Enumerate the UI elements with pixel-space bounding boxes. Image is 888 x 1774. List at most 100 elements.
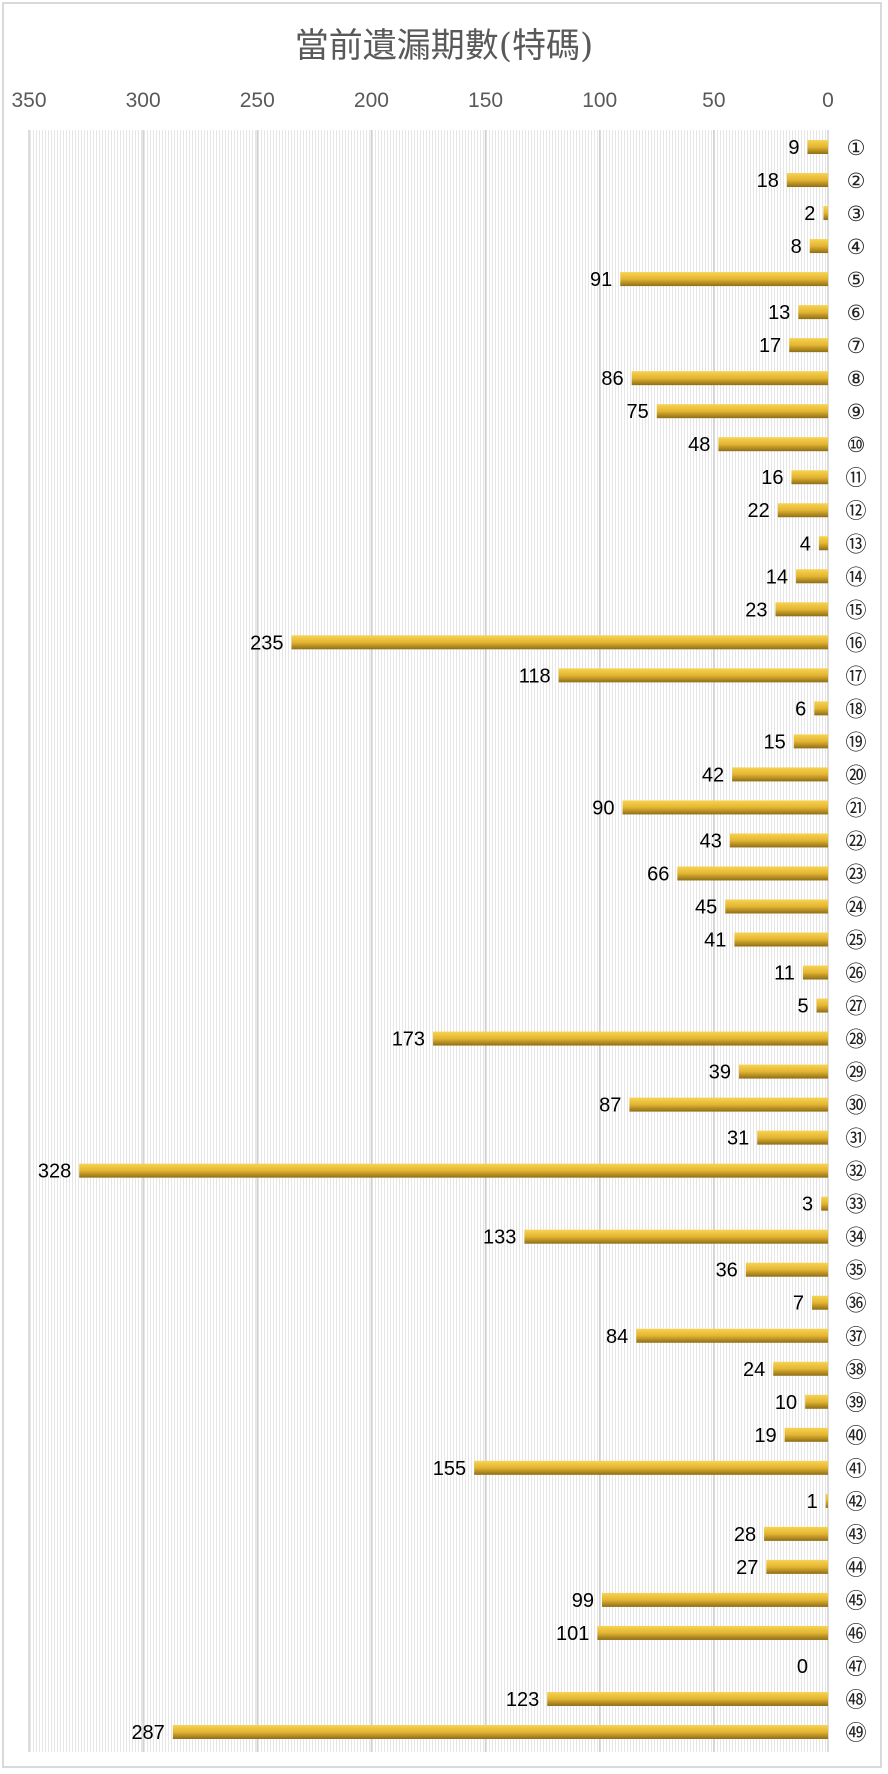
data-label: 66 bbox=[647, 863, 669, 885]
bar bbox=[745, 1262, 828, 1277]
category-label: ⑬ bbox=[846, 532, 867, 556]
bar bbox=[597, 1625, 828, 1640]
category-label: ㉙ bbox=[846, 1061, 867, 1085]
bar bbox=[789, 338, 828, 353]
category-label: ㉑ bbox=[846, 796, 867, 820]
category-label: ㊲ bbox=[846, 1325, 867, 1349]
data-label: 36 bbox=[716, 1260, 738, 1282]
data-label: 13 bbox=[768, 302, 790, 324]
bar bbox=[732, 767, 828, 782]
data-label: 18 bbox=[757, 170, 779, 192]
data-label: 84 bbox=[606, 1326, 628, 1348]
category-label: ⑩ bbox=[847, 433, 866, 457]
x-tick-label: 0 bbox=[822, 89, 834, 112]
x-tick-label: 200 bbox=[354, 89, 389, 112]
category-label: ③ bbox=[847, 202, 866, 226]
data-label: 87 bbox=[599, 1095, 621, 1117]
data-label: 75 bbox=[627, 401, 649, 423]
bar bbox=[656, 404, 828, 419]
bar bbox=[79, 1163, 829, 1178]
bar bbox=[622, 800, 828, 815]
data-label: 48 bbox=[688, 434, 710, 456]
category-label: ⑳ bbox=[846, 763, 867, 787]
data-label: 5 bbox=[797, 996, 808, 1018]
data-label: 17 bbox=[759, 335, 781, 357]
category-label: ㉜ bbox=[846, 1160, 867, 1184]
data-label: 235 bbox=[250, 632, 283, 654]
data-label: 27 bbox=[736, 1557, 758, 1579]
data-label: 4 bbox=[800, 533, 811, 555]
bar bbox=[172, 1725, 828, 1739]
category-label: ⑪ bbox=[846, 466, 867, 490]
category-label: ㉗ bbox=[846, 995, 867, 1019]
bar bbox=[823, 206, 828, 221]
bar bbox=[796, 569, 828, 584]
category-label: ㉞ bbox=[846, 1226, 867, 1250]
category-label: ㊺ bbox=[846, 1589, 867, 1613]
data-label: 31 bbox=[727, 1128, 749, 1150]
category-label: ⑭ bbox=[846, 565, 867, 589]
category-label: ㉖ bbox=[846, 962, 867, 986]
x-tick-label: 300 bbox=[126, 89, 161, 112]
category-label: ② bbox=[847, 169, 866, 193]
category-label: ⑰ bbox=[846, 664, 867, 688]
data-label: 1 bbox=[807, 1491, 818, 1513]
bar bbox=[764, 1526, 828, 1541]
category-label: ㉛ bbox=[846, 1127, 867, 1151]
data-label: 86 bbox=[601, 368, 623, 390]
category-label: ㊳ bbox=[846, 1358, 867, 1382]
category-label: ㊼ bbox=[846, 1655, 867, 1679]
bar bbox=[807, 140, 828, 154]
bar bbox=[791, 470, 828, 485]
data-label: 155 bbox=[433, 1458, 466, 1480]
data-label: 7 bbox=[793, 1293, 804, 1315]
category-label: ㊸ bbox=[846, 1523, 867, 1547]
data-label: 41 bbox=[704, 930, 726, 952]
category-label: ㊴ bbox=[846, 1391, 867, 1415]
x-tick-label: 250 bbox=[240, 89, 275, 112]
data-label: 42 bbox=[702, 764, 724, 786]
category-label: ⑦ bbox=[847, 334, 866, 358]
data-label: 2 bbox=[804, 203, 815, 225]
bar bbox=[620, 272, 828, 287]
data-label: 23 bbox=[745, 599, 767, 621]
category-label: ㊷ bbox=[846, 1490, 867, 1514]
category-label: ⑤ bbox=[847, 268, 866, 292]
category-label: ㉒ bbox=[846, 829, 867, 853]
data-label: 133 bbox=[483, 1227, 516, 1249]
data-label: 14 bbox=[766, 566, 788, 588]
category-label: ⑫ bbox=[846, 499, 867, 523]
category-label: ⑲ bbox=[846, 730, 867, 754]
category-label: ㊾ bbox=[846, 1721, 867, 1745]
bar bbox=[558, 668, 828, 683]
bar bbox=[524, 1229, 828, 1244]
data-label: 16 bbox=[761, 467, 783, 489]
data-label: 45 bbox=[695, 896, 717, 918]
bar bbox=[775, 602, 828, 617]
data-label: 0 bbox=[797, 1656, 808, 1678]
bar bbox=[729, 833, 828, 848]
bar bbox=[734, 932, 828, 947]
category-label: ㊹ bbox=[846, 1556, 867, 1580]
category-label: ㉟ bbox=[846, 1259, 867, 1283]
data-label: 8 bbox=[791, 236, 802, 258]
category-label: ⑧ bbox=[847, 367, 866, 391]
x-tick-label: 350 bbox=[11, 89, 46, 112]
category-label: ㊻ bbox=[846, 1622, 867, 1646]
bar bbox=[631, 371, 828, 386]
data-label: 123 bbox=[506, 1689, 539, 1711]
category-label: ㊵ bbox=[846, 1424, 867, 1448]
category-label: ㉝ bbox=[846, 1193, 867, 1217]
chart-title: 當前遺漏期數(特碼) bbox=[294, 26, 594, 66]
data-label: 22 bbox=[748, 500, 770, 522]
data-label: 10 bbox=[775, 1392, 797, 1414]
data-label: 99 bbox=[572, 1590, 594, 1612]
bar bbox=[547, 1691, 828, 1706]
bar bbox=[433, 1031, 828, 1046]
data-label: 28 bbox=[734, 1524, 756, 1546]
category-label: ⑥ bbox=[847, 301, 866, 325]
bar bbox=[773, 1361, 828, 1376]
category-label: ㉔ bbox=[846, 895, 867, 919]
bar bbox=[777, 503, 828, 518]
bar bbox=[766, 1559, 828, 1574]
